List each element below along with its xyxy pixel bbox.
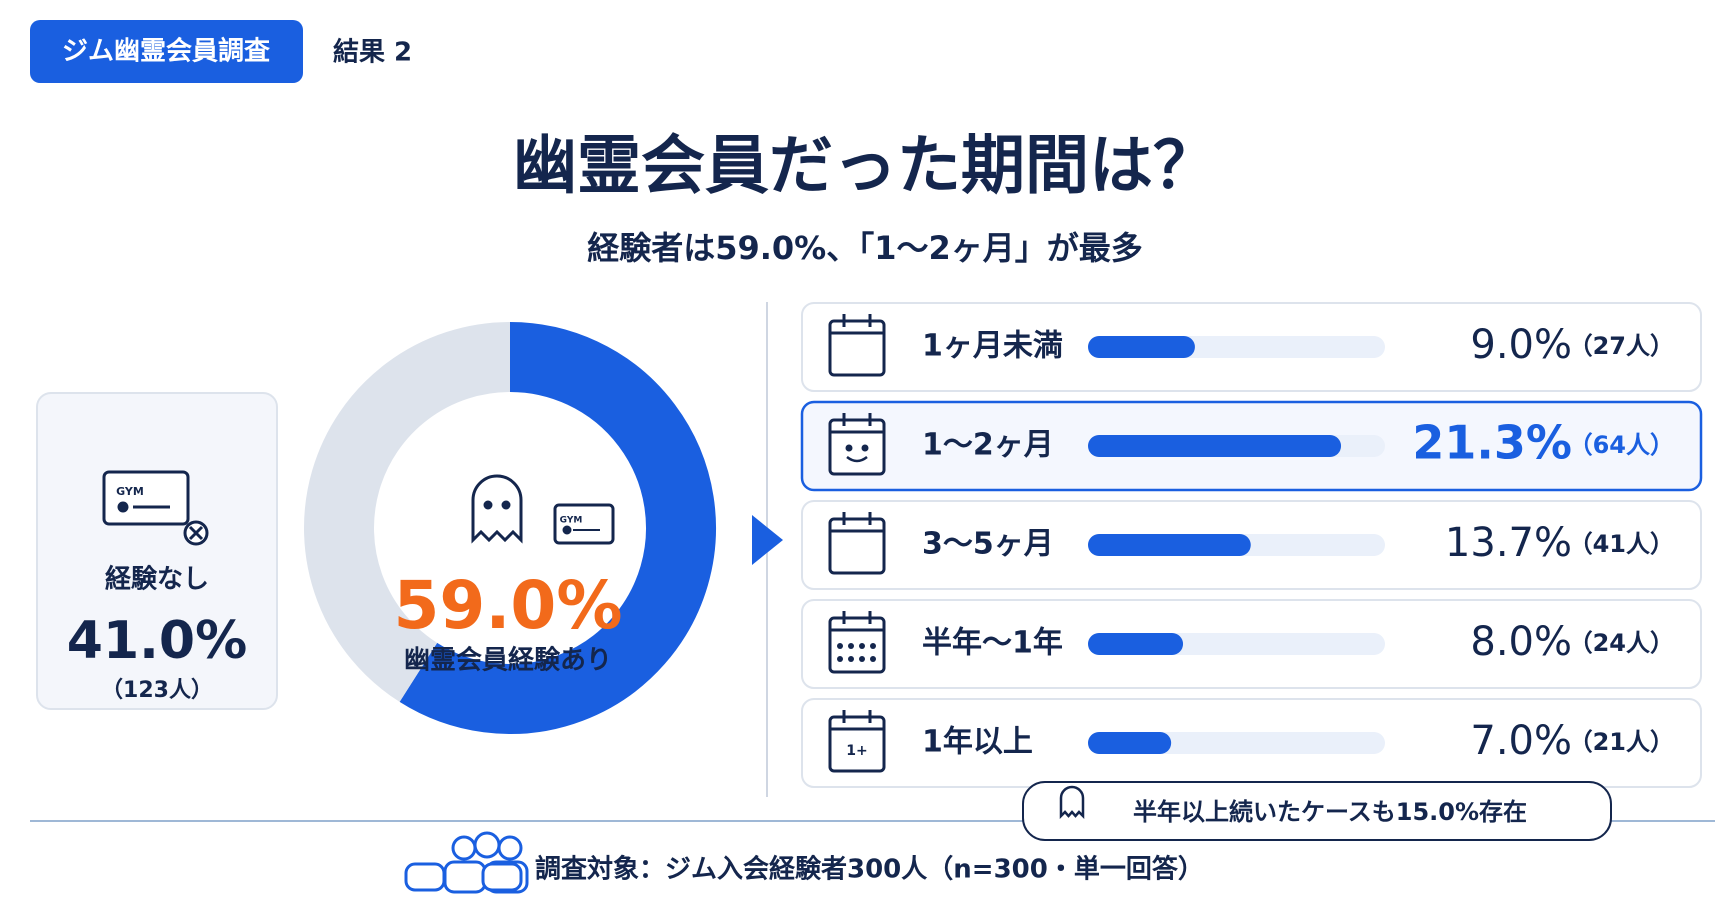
pie-center-category: 幽霊会員経験あり (404, 645, 612, 676)
dot (848, 643, 854, 649)
category-label: 半年〜1年 (922, 626, 1063, 661)
calendar-body (828, 319, 886, 377)
bar (1088, 336, 1195, 358)
calendar-icon (828, 413, 886, 476)
header-label: 結果 2 (333, 37, 412, 68)
bar (1088, 732, 1172, 754)
category-label: 3〜5ヶ月 (922, 527, 1054, 562)
bar (1088, 534, 1251, 556)
category-label: 1〜2ヶ月 (922, 428, 1054, 463)
bar (1088, 633, 1184, 655)
calendar-icon (828, 314, 886, 377)
donut-slice (399, 322, 716, 734)
no-experience-box (36, 392, 278, 710)
donut (304, 322, 716, 734)
calendar-body (828, 517, 886, 575)
bar (1088, 435, 1342, 457)
dot (848, 656, 854, 662)
dot (870, 643, 876, 649)
title: 幽霊会員だった期間は？ (513, 130, 1217, 204)
pie-count-label: （123人） (101, 678, 213, 703)
subtitle: 経験者は59.0%、「1〜2ヶ月」が最多 (587, 229, 1143, 267)
value-label: 8.0% (1470, 619, 1572, 665)
dot (870, 656, 876, 662)
pie-value-label: 41.0% (67, 611, 247, 671)
dot (837, 656, 843, 662)
count-label: （64人） (1569, 431, 1674, 459)
callout-text: 半年以上続いたケースも15.0%存在 (1133, 798, 1527, 826)
card-icon (102, 470, 209, 546)
ghost-icon (471, 474, 615, 545)
value-label: 21.3% (1412, 416, 1572, 470)
card-label: GYM (560, 516, 583, 526)
dot (859, 643, 865, 649)
donut-slice (304, 322, 511, 702)
count-label: （21人） (1569, 728, 1674, 756)
callout-ghost (1059, 785, 1085, 820)
count-label: （24人） (1569, 629, 1674, 657)
eye (861, 444, 869, 452)
card-label: GYM (116, 485, 144, 498)
people-icon (404, 831, 529, 894)
tag-text: ジム幽霊会員調査 (62, 36, 270, 67)
pie-category: 経験なし (105, 564, 209, 595)
callout-box (1022, 781, 1612, 841)
arrow (752, 515, 783, 565)
dot (837, 643, 843, 649)
calendar-icon (828, 512, 886, 575)
value-label: 9.0% (1470, 322, 1572, 368)
smile (846, 455, 868, 463)
count-label: （41人） (1569, 530, 1674, 558)
count-label: （27人） (1569, 332, 1674, 360)
pie-center-value: 59.0% (394, 567, 623, 644)
value-label: 13.7% (1445, 520, 1572, 566)
category-label: 1年以上 (922, 725, 1033, 760)
calendar-icon (828, 611, 886, 674)
dot (859, 656, 865, 662)
calendar-label: 1+ (846, 743, 867, 759)
value-label: 7.0% (1470, 718, 1572, 764)
tag-badge (30, 20, 303, 83)
calendar-icon (828, 710, 886, 773)
eye (845, 444, 853, 452)
category-label: 1ヶ月未満 (922, 329, 1063, 364)
bar-rows: 1ヶ月未満 9.0%（27人）1〜2ヶ月 21.3%（64人）3〜5ヶ月 13.7%（… (800, 302, 1703, 788)
footer-text: 調査対象：ジム入会経験者300人（n=300・単一回答） (535, 854, 1204, 885)
calendar-body (828, 418, 886, 476)
